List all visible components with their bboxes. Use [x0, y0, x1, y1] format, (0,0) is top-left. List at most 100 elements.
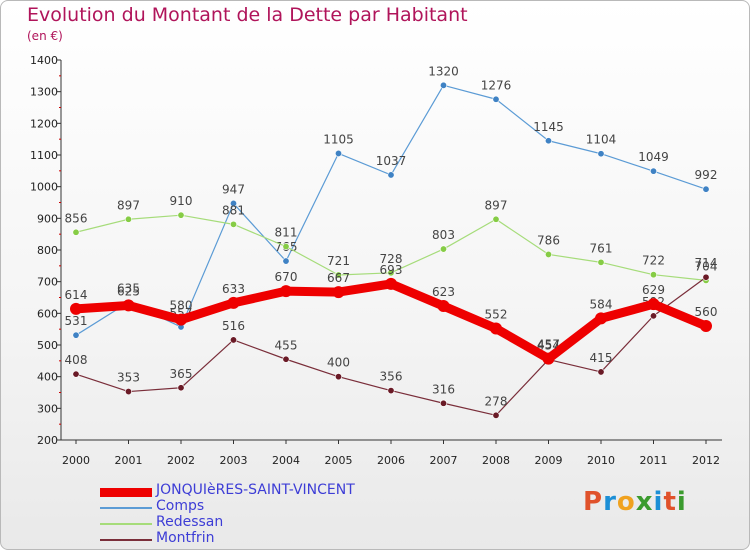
data-point-jonqui-res-saint-vincent	[542, 352, 555, 365]
data-label-redessan: 704	[695, 259, 718, 273]
x-tick-label: 2006	[377, 454, 405, 467]
data-label-redessan: 786	[537, 233, 560, 247]
y-tick-label: 600	[37, 307, 58, 320]
data-label-comps: 1104	[586, 133, 617, 147]
data-label-montfrin: 455	[275, 338, 298, 352]
x-tick-label: 2010	[587, 454, 615, 467]
data-point-redessan	[334, 271, 342, 279]
x-tick-label: 2002	[167, 454, 195, 467]
data-label-jonqui-res-saint-vincent: 667	[327, 271, 350, 285]
data-label-jonqui-res-saint-vincent: 633	[222, 282, 245, 296]
chart-title: Evolution du Montant de la Dette par Hab…	[27, 4, 468, 26]
data-point-jonqui-res-saint-vincent	[227, 296, 240, 309]
data-label-redessan: 803	[432, 228, 455, 242]
data-point-jonqui-res-saint-vincent	[70, 302, 82, 315]
data-point-montfrin	[125, 388, 133, 396]
data-point-comps	[282, 257, 290, 265]
data-point-comps	[597, 150, 605, 158]
data-point-redessan	[649, 271, 657, 279]
x-tick-label: 2005	[325, 454, 353, 467]
data-point-montfrin	[177, 384, 185, 392]
data-point-redessan	[439, 245, 447, 253]
data-label-comps: 635	[117, 281, 140, 295]
data-point-jonqui-res-saint-vincent	[332, 286, 345, 299]
data-point-montfrin	[439, 399, 447, 407]
data-label-redessan: 897	[117, 198, 140, 212]
data-point-comps	[230, 199, 238, 207]
data-point-montfrin	[230, 336, 238, 344]
y-tick-label: 1400	[30, 54, 58, 67]
data-point-comps	[492, 95, 500, 103]
legend-swatch-redessan	[100, 523, 152, 525]
data-label-jonqui-res-saint-vincent: 560	[695, 305, 718, 319]
data-point-jonqui-res-saint-vincent	[595, 312, 607, 325]
y-tick-label: 700	[37, 276, 58, 289]
data-point-montfrin	[72, 370, 80, 378]
y-tick-label: 900	[37, 212, 58, 225]
data-point-jonqui-res-saint-vincent	[385, 277, 397, 290]
data-label-jonqui-res-saint-vincent: 457	[537, 338, 560, 352]
data-point-comps	[439, 81, 447, 89]
data-label-jonqui-res-saint-vincent: 629	[642, 283, 665, 297]
data-point-jonqui-res-saint-vincent	[437, 300, 450, 313]
x-tick-label: 2004	[272, 454, 300, 467]
data-point-comps	[72, 331, 80, 339]
data-label-comps: 947	[222, 182, 245, 196]
x-tick-label: 2000	[62, 454, 90, 467]
x-tick-label: 2012	[692, 454, 720, 467]
y-tick-label: 300	[37, 402, 58, 415]
data-label-montfrin: 714	[695, 256, 718, 270]
data-label-redessan: 761	[590, 241, 613, 255]
legend-swatch-comps	[100, 507, 152, 509]
y-tick-label: 400	[37, 371, 58, 384]
data-point-montfrin	[597, 368, 605, 376]
data-label-redessan: 910	[170, 194, 193, 208]
y-tick-label: 1300	[30, 86, 58, 99]
data-label-comps: 1145	[533, 120, 564, 134]
data-point-jonqui-res-saint-vincent	[122, 299, 135, 312]
data-point-montfrin	[649, 312, 657, 320]
legend-label-montfrin: Montfrin	[156, 530, 215, 546]
data-point-redessan	[230, 220, 238, 228]
y-tick-label: 200	[37, 434, 58, 447]
legend-label-comps: Comps	[156, 498, 205, 514]
data-label-redessan: 728	[380, 252, 403, 266]
data-point-jonqui-res-saint-vincent	[700, 320, 712, 332]
x-tick-label: 2011	[640, 454, 668, 467]
data-label-comps: 531	[65, 314, 88, 328]
proxiti-logo: Proxiti	[583, 487, 687, 517]
data-label-jonqui-res-saint-vincent: 614	[65, 288, 88, 302]
data-point-redessan	[387, 269, 395, 277]
data-label-jonqui-res-saint-vincent: 693	[380, 263, 403, 277]
data-label-comps: 1037	[376, 154, 407, 168]
y-unit-label: (en €)	[27, 29, 63, 43]
data-point-montfrin	[492, 411, 500, 419]
data-point-redessan	[125, 215, 133, 223]
x-tick-label: 2001	[115, 454, 143, 467]
data-label-montfrin: 516	[222, 319, 245, 333]
data-point-jonqui-res-saint-vincent	[280, 285, 292, 298]
data-label-comps: 1049	[638, 150, 669, 164]
data-point-comps	[334, 149, 342, 157]
x-tick-label: 2003	[220, 454, 248, 467]
data-point-redessan	[177, 211, 185, 219]
data-label-redessan: 897	[485, 198, 508, 212]
legend-swatch-montfrin	[100, 539, 152, 541]
y-tick-label: 1000	[30, 181, 58, 194]
data-point-redessan	[492, 215, 500, 223]
data-point-jonqui-res-saint-vincent	[175, 313, 187, 326]
data-label-comps: 1320	[428, 64, 459, 78]
data-point-montfrin	[334, 373, 342, 381]
x-tick-label: 2009	[535, 454, 563, 467]
data-label-comps: 992	[695, 168, 718, 182]
legend-label-jonqui-res-saint-vincent: JONQUIèRES-SAINT-VINCENT	[156, 482, 355, 498]
data-label-redessan: 721	[327, 254, 350, 268]
data-label-redessan: 811	[275, 226, 298, 240]
data-point-comps	[702, 185, 710, 193]
data-point-montfrin	[282, 355, 290, 363]
data-point-jonqui-res-saint-vincent	[490, 322, 502, 335]
data-point-redessan	[72, 228, 80, 236]
data-label-montfrin: 408	[65, 353, 88, 367]
